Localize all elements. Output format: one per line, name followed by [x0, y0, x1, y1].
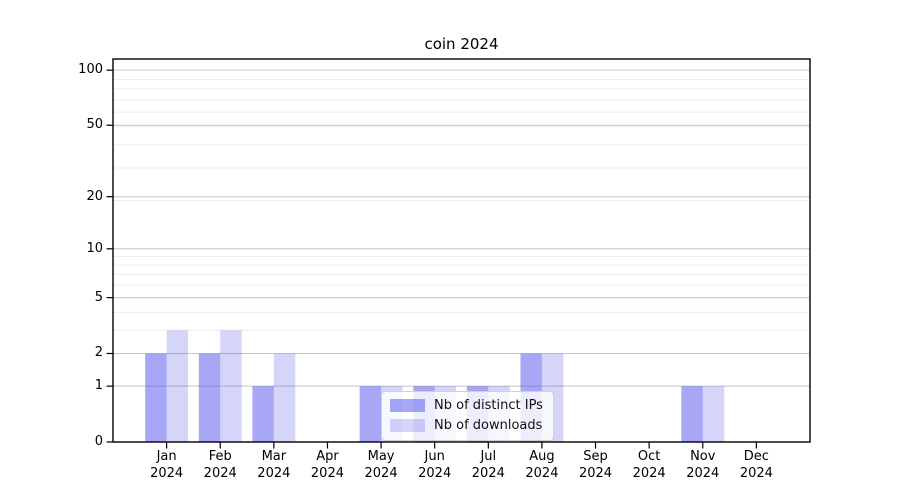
x-tick-year: 2024 [418, 466, 452, 481]
bar-downloads-mar [273, 353, 296, 442]
x-tick-label-jan: Jan 2024 [127, 448, 207, 482]
bar-downloads-nov [702, 386, 725, 442]
x-tick-month: Dec [743, 449, 769, 464]
x-tick-label-mar: Mar 2024 [234, 448, 314, 482]
y-tick-label-1: 1 [94, 378, 103, 394]
bar-downloads-feb [220, 330, 242, 442]
x-tick-label-nov: Nov 2024 [663, 448, 743, 482]
x-tick-year: 2024 [203, 466, 237, 481]
x-tick-month: Apr [316, 449, 339, 464]
legend-item-downloads: Nb of downloads [390, 418, 543, 433]
x-tick-label-jun: Jun 2024 [395, 448, 475, 482]
x-tick-label-dec: Dec 2024 [716, 448, 796, 482]
x-tick-label-apr: Apr 2024 [287, 448, 367, 482]
legend-item-distinct-ips: Nb of distinct IPs [390, 398, 543, 413]
x-tick-month: Mar [261, 449, 287, 464]
chart-title: coin 2024 [424, 35, 499, 53]
axes-box [112, 58, 811, 443]
bar-downloads-jan [166, 330, 189, 442]
x-tick-month: Nov [690, 449, 716, 464]
y-tick-label-0: 0 [94, 434, 103, 449]
x-tick-month: Jul [480, 449, 497, 464]
x-tick-label-aug: Aug 2024 [502, 448, 582, 482]
x-tick-month: Sep [583, 449, 608, 464]
x-tick-label-may: May 2024 [341, 448, 421, 482]
x-tick-month: May [367, 449, 395, 464]
legend-label-downloads: Nb of downloads [434, 418, 543, 433]
x-tick-year: 2024 [739, 466, 773, 481]
x-tick-label-feb: Feb 2024 [180, 448, 260, 482]
y-tick-label-2: 2 [94, 345, 103, 361]
bar-distinct-ips-mar [252, 386, 274, 442]
x-tick-month: Jan [156, 449, 177, 464]
x-tick-year: 2024 [525, 466, 559, 481]
y-tick-label-20: 20 [86, 188, 103, 204]
x-tick-label-oct: Oct 2024 [609, 448, 689, 482]
bar-distinct-ips-feb [198, 353, 221, 442]
x-tick-month: Feb [208, 449, 232, 464]
x-tick-label-sep: Sep 2024 [556, 448, 636, 482]
x-tick-month: Oct [637, 449, 661, 464]
x-tick-year: 2024 [632, 466, 666, 481]
x-tick-year: 2024 [150, 466, 184, 481]
x-tick-year: 2024 [578, 466, 613, 481]
x-tick-year: 2024 [471, 466, 505, 481]
y-tick-label-50: 50 [86, 117, 103, 133]
x-tick-year: 2024 [686, 466, 720, 481]
legend: Nb of distinct IPs Nb of downloads [381, 391, 554, 441]
legend-swatch-downloads [390, 419, 425, 432]
y-tick-label-100: 100 [78, 62, 103, 78]
legend-swatch-distinct-ips [390, 399, 425, 412]
bar-distinct-ips-nov [681, 386, 703, 442]
y-tick-label-5: 5 [94, 289, 103, 305]
bar-distinct-ips-may [359, 386, 382, 442]
bar-distinct-ips-jan [145, 353, 167, 442]
x-tick-month: Aug [529, 449, 555, 464]
x-tick-year: 2024 [364, 466, 398, 481]
legend-label-distinct-ips: Nb of distinct IPs [434, 398, 543, 413]
x-tick-year: 2024 [257, 466, 291, 481]
x-tick-label-jul: Jul 2024 [448, 448, 528, 482]
x-tick-month: Jun [424, 449, 445, 464]
y-tick-label-10: 10 [86, 240, 103, 256]
x-tick-year: 2024 [310, 466, 344, 481]
